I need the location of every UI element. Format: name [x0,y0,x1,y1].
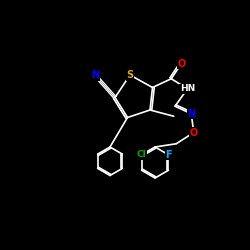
Text: Cl: Cl [137,150,146,159]
Text: N: N [91,70,99,80]
Text: F: F [165,150,172,160]
Text: HN: HN [180,84,195,93]
Text: N: N [187,109,195,119]
Text: O: O [177,59,186,69]
Text: O: O [190,128,198,138]
Text: S: S [126,70,134,80]
